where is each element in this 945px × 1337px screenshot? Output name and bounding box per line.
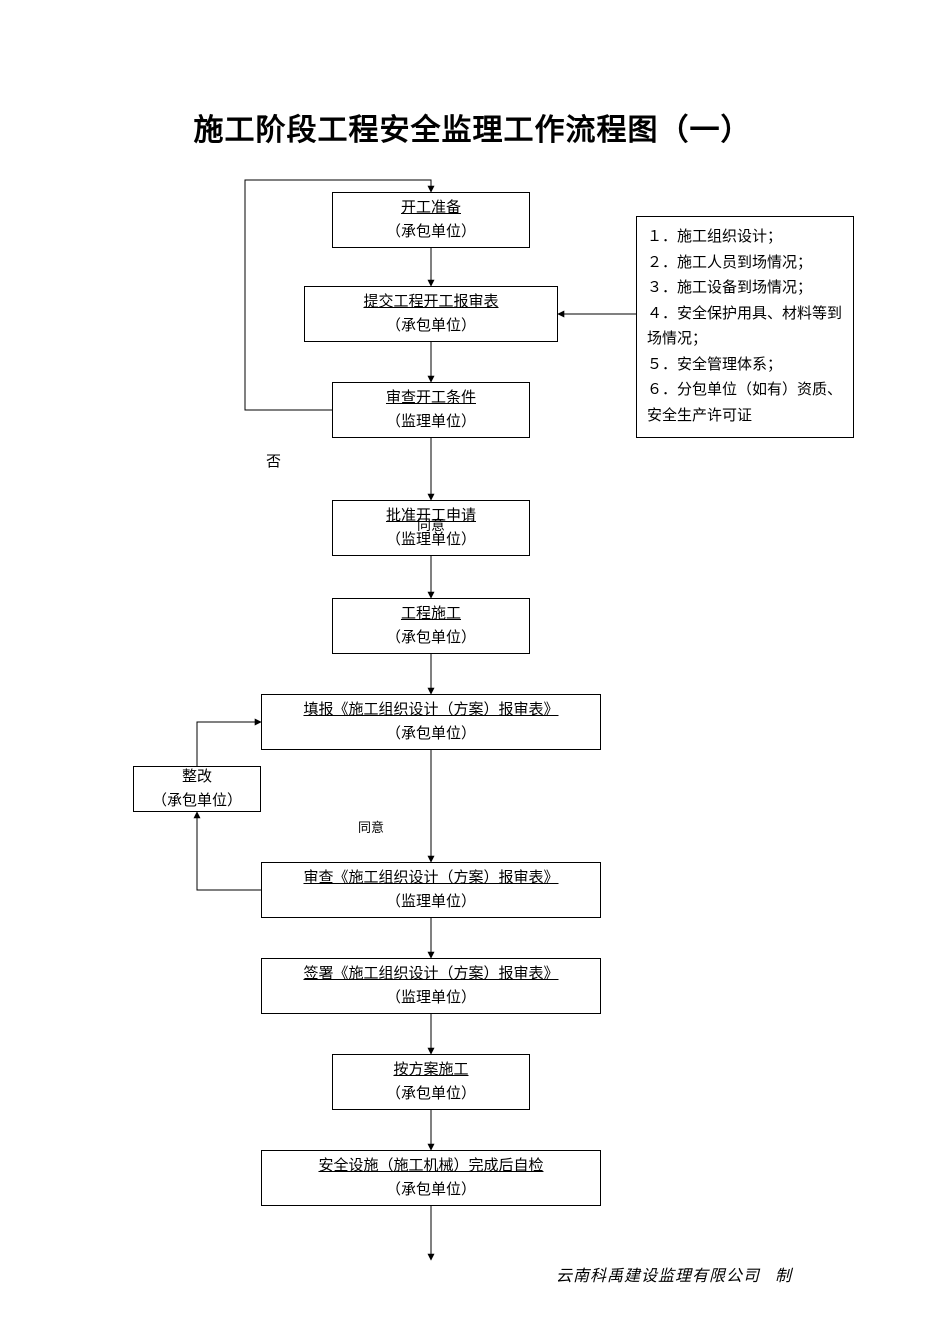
node-sublabel: （监理单位） xyxy=(386,410,476,434)
node-self-check: 安全设施（施工机械）完成后自检 （承包单位） xyxy=(261,1150,601,1206)
node-sublabel: （承包单位） xyxy=(152,789,242,813)
node-sublabel: （承包单位） xyxy=(386,626,476,650)
note-item: ６．分包单位（如有）资质、安全生产许可证 xyxy=(647,378,843,429)
edge-label-no: 否 xyxy=(266,450,281,471)
note-item: ４．安全保护用具、材料等到场情况； xyxy=(647,302,843,353)
footer-suffix: 制 xyxy=(775,1268,792,1285)
edge-label-agree: 同意 xyxy=(358,817,384,836)
node-start-prep: 开工准备 （承包单位） xyxy=(332,192,530,248)
footer-company: 云南科禹建设监理有限公司 xyxy=(556,1268,760,1285)
node-approve-apply: 批准开工申请 同意 （监理单位） xyxy=(332,500,530,556)
node-label: 填报《施工组织设计（方案）报审表》 xyxy=(303,698,558,722)
node-label: 审查开工条件 xyxy=(386,386,476,410)
note-item: ５．安全管理体系； xyxy=(647,353,843,379)
note-item: １．施工组织设计； xyxy=(647,225,843,251)
node-sublabel: （监理单位） xyxy=(386,986,476,1010)
node-label: 开工准备 xyxy=(401,196,461,220)
node-sign-plan-form: 签署《施工组织设计（方案）报审表》 （监理单位） xyxy=(261,958,601,1014)
overlay-text: 同意 xyxy=(417,516,445,538)
node-sublabel: （承包单位） xyxy=(386,220,476,244)
note-item: ３．施工设备到场情况； xyxy=(647,276,843,302)
node-construction: 工程施工 （承包单位） xyxy=(332,598,530,654)
node-sublabel: （承包单位） xyxy=(386,1178,476,1202)
node-label: 审查《施工组织设计（方案）报审表》 xyxy=(303,866,558,890)
footer: 云南科禹建设监理有限公司 制 xyxy=(556,1262,792,1286)
node-review-conditions: 审查开工条件 （监理单位） xyxy=(332,382,530,438)
note-box: １．施工组织设计； ２．施工人员到场情况； ３．施工设备到场情况； ４．安全保护… xyxy=(636,216,854,438)
node-sublabel: （承包单位） xyxy=(386,722,476,746)
node-label: 整改 xyxy=(182,765,212,789)
node-label: 签署《施工组织设计（方案）报审表》 xyxy=(303,962,558,986)
node-review-plan-form: 审查《施工组织设计（方案）报审表》 （监理单位） xyxy=(261,862,601,918)
node-label: 提交工程开工报审表 xyxy=(363,290,498,314)
page-title: 施工阶段工程安全监理工作流程图（一） xyxy=(0,0,945,149)
node-label: 工程施工 xyxy=(401,602,461,626)
note-item: ２．施工人员到场情况； xyxy=(647,251,843,277)
node-sublabel: （监理单位） xyxy=(386,890,476,914)
node-sublabel: （承包单位） xyxy=(386,314,476,338)
node-submit-form: 提交工程开工报审表 （承包单位） xyxy=(304,286,558,342)
node-label: 安全设施（施工机械）完成后自检 xyxy=(318,1154,543,1178)
node-label: 按方案施工 xyxy=(393,1058,468,1082)
node-rectify: 整改 （承包单位） xyxy=(133,766,261,812)
node-fill-plan-form: 填报《施工组织设计（方案）报审表》 （承包单位） xyxy=(261,694,601,750)
node-sublabel: （承包单位） xyxy=(386,1082,476,1106)
node-by-plan: 按方案施工 （承包单位） xyxy=(332,1054,530,1110)
